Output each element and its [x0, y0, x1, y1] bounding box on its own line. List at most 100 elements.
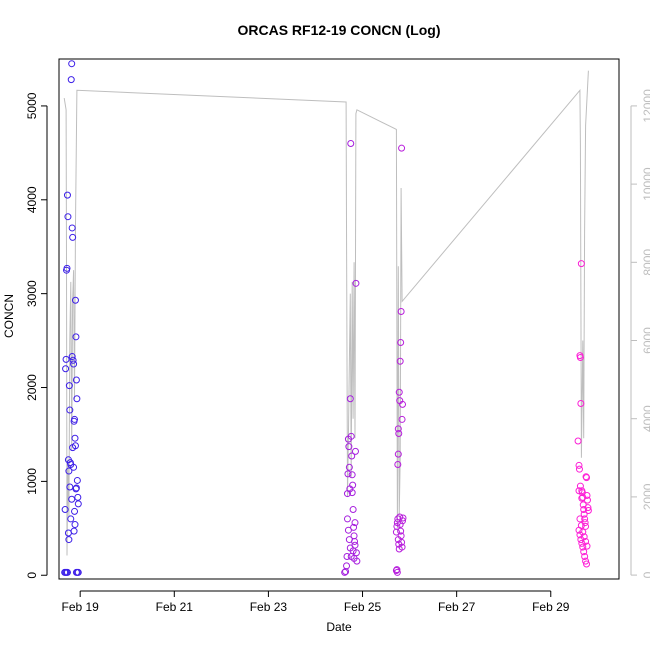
- data-point: [62, 355, 70, 363]
- data-point: [69, 444, 77, 452]
- data-point: [74, 493, 82, 501]
- data-point: [343, 515, 351, 523]
- chart-title: ORCAS RF12-19 CONCN (Log): [237, 22, 440, 38]
- data-point: [394, 450, 402, 458]
- y-tick-label: 0: [25, 572, 39, 579]
- data-point: [576, 515, 584, 523]
- data-point: [72, 484, 80, 492]
- data-point: [580, 548, 588, 556]
- y2-tick-label: 8000: [641, 249, 650, 276]
- data-point: [73, 476, 81, 484]
- data-point: [397, 307, 405, 315]
- data-point: [575, 465, 583, 473]
- y-tick-label: 3000: [25, 280, 39, 307]
- data-point: [399, 517, 407, 525]
- data-point: [65, 536, 73, 544]
- y-tick-label: 1000: [25, 468, 39, 495]
- data-point: [577, 260, 585, 268]
- y2-tick-label: 12000: [641, 89, 650, 123]
- data-point: [346, 395, 354, 403]
- data-point: [393, 566, 401, 574]
- y-tick-label: 2000: [25, 374, 39, 401]
- data-point: [347, 139, 355, 147]
- data-point: [68, 224, 76, 232]
- data-point: [398, 543, 406, 551]
- point-series-layer: [61, 60, 592, 576]
- y2-tick-label: 4000: [641, 405, 650, 432]
- data-point: [580, 510, 588, 518]
- data-point: [341, 568, 349, 576]
- y-tick-label: 5000: [25, 92, 39, 119]
- data-point: [73, 395, 81, 403]
- data-point: [63, 264, 71, 272]
- data-point: [396, 357, 404, 365]
- data-point: [70, 360, 78, 368]
- data-point: [579, 543, 587, 551]
- data-point: [345, 463, 353, 471]
- line-series: [63, 70, 589, 556]
- data-point: [349, 547, 357, 555]
- data-point: [394, 425, 402, 433]
- data-point: [343, 562, 351, 570]
- y-axis-label: CONCN: [2, 294, 16, 338]
- x-tick-label: Feb 29: [532, 600, 570, 614]
- data-point: [67, 76, 75, 84]
- data-point: [348, 471, 356, 479]
- data-point: [578, 494, 586, 502]
- data-point: [64, 213, 72, 221]
- data-point: [351, 519, 359, 527]
- data-point: [398, 415, 406, 423]
- data-point: [583, 474, 591, 482]
- data-point: [348, 452, 356, 460]
- data-point: [398, 144, 406, 152]
- y2-tick-label: 6000: [641, 327, 650, 354]
- data-point: [61, 506, 69, 514]
- data-point: [69, 356, 77, 364]
- data-point: [580, 506, 588, 514]
- x-axis-label: Date: [326, 620, 352, 634]
- data-point: [67, 515, 75, 523]
- data-point: [62, 365, 70, 373]
- data-point: [72, 376, 80, 384]
- data-point: [348, 489, 356, 497]
- data-point: [74, 500, 82, 508]
- data-point: [583, 491, 591, 499]
- data-point: [65, 382, 73, 390]
- data-point: [583, 542, 591, 550]
- data-point: [64, 529, 72, 537]
- x-tick-label: Feb 21: [156, 600, 194, 614]
- data-point: [576, 353, 584, 361]
- data-point: [64, 456, 72, 464]
- data-point: [398, 538, 406, 546]
- x-tick-label: Feb 25: [344, 600, 382, 614]
- x-tick-label: Feb 23: [250, 600, 288, 614]
- left-axis: 0 1000 2000 3000 4000 5000: [25, 92, 48, 579]
- data-point: [399, 400, 407, 408]
- data-point: [393, 568, 401, 576]
- y-tick-label: 4000: [25, 186, 39, 213]
- data-point: [575, 487, 583, 495]
- data-point: [578, 539, 586, 547]
- data-point: [71, 521, 79, 529]
- right-axis: 0 2000 4000 6000 8000 10000 12000: [630, 89, 650, 578]
- data-point: [580, 533, 588, 541]
- data-point: [71, 415, 79, 423]
- data-point: [344, 526, 352, 534]
- data-point: [345, 536, 353, 544]
- data-point: [582, 522, 590, 530]
- y2-tick-label: 0: [641, 571, 650, 578]
- x-tick-label: Feb 19: [61, 600, 99, 614]
- y2-tick-label: 10000: [641, 167, 650, 201]
- data-point: [65, 467, 73, 475]
- data-point: [63, 568, 71, 576]
- data-point: [581, 515, 589, 523]
- data-point: [71, 507, 79, 515]
- data-point: [66, 483, 74, 491]
- data-point: [397, 527, 405, 535]
- data-point: [584, 506, 592, 514]
- data-point: [395, 388, 403, 396]
- data-point: [68, 353, 76, 361]
- data-point: [399, 514, 407, 522]
